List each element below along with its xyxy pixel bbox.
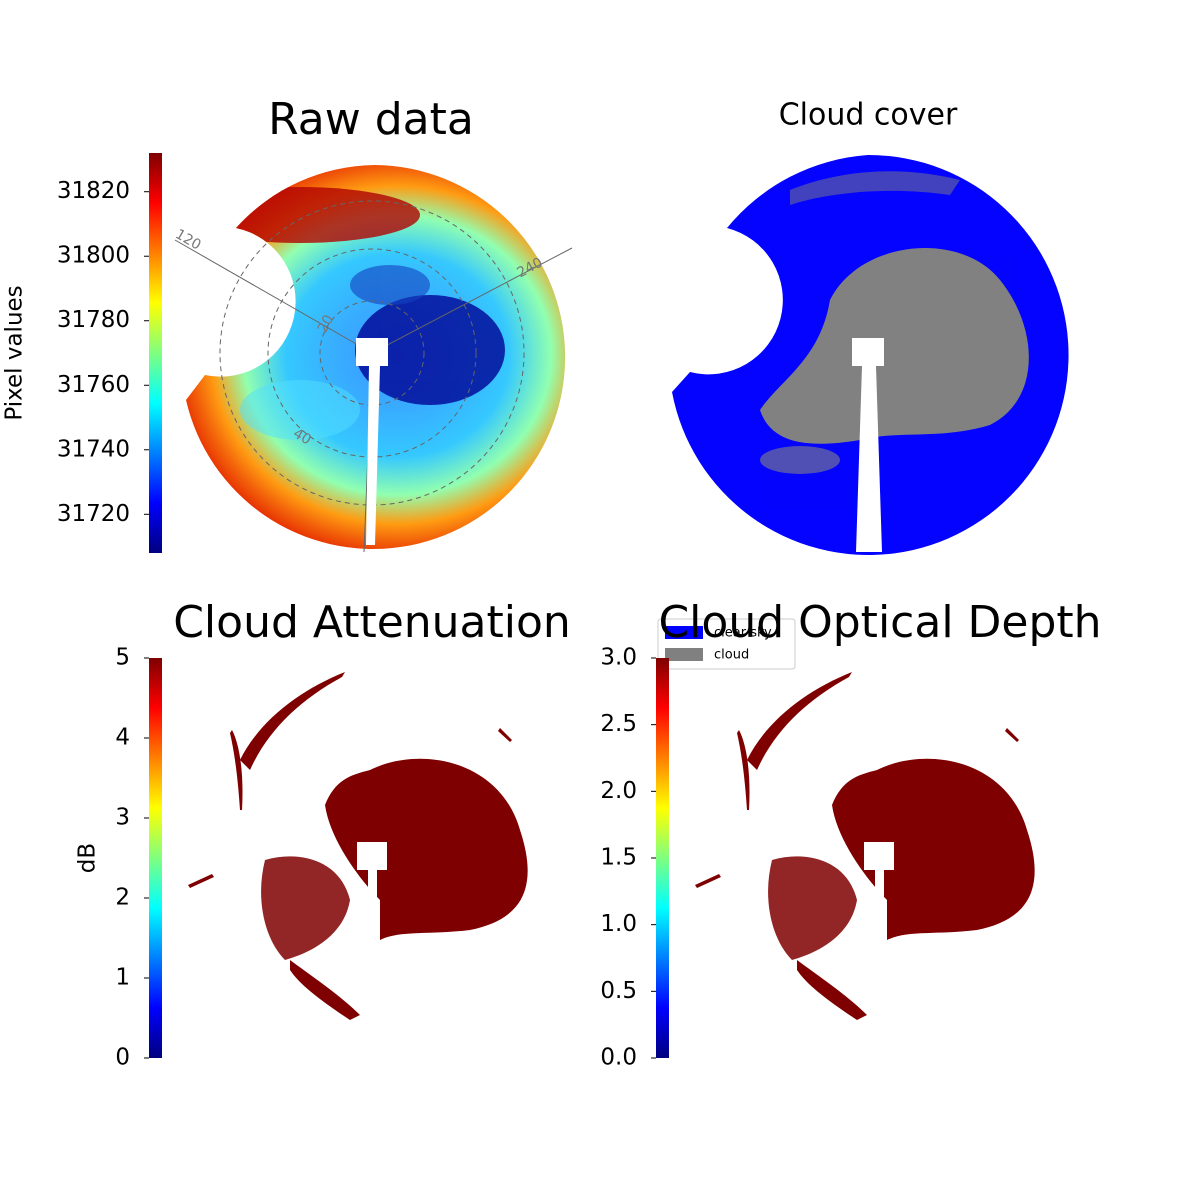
y-tick-label: 1.0	[600, 911, 637, 937]
colorbar	[656, 658, 669, 1058]
y-tick-label: 31720	[57, 501, 130, 527]
y-tick-label: 31780	[57, 307, 130, 333]
chart-title: Cloud Optical Depth	[658, 597, 1101, 648]
y-tick-label: 0.5	[600, 978, 637, 1004]
polar-label: 20	[315, 312, 337, 335]
y-tick-label: 31740	[57, 436, 130, 462]
y-tick-label: 3.0	[600, 645, 637, 671]
cloud-mask	[695, 672, 1035, 1020]
y-tick-label: 5	[115, 645, 130, 671]
polar-label: 120	[172, 226, 203, 253]
legend-label: clear sky	[714, 626, 772, 641]
colorbar	[149, 153, 162, 553]
y-axis-label: dB	[75, 843, 101, 873]
mast	[356, 338, 388, 545]
y-axis-label: Pixel values	[2, 285, 28, 420]
y-tick-label: 2	[115, 885, 130, 911]
y-tick-label: 31820	[57, 178, 130, 204]
y-tick-label: 0.0	[600, 1045, 637, 1071]
legend-swatch	[665, 648, 703, 661]
y-tick-label: 2.0	[600, 778, 637, 804]
y-tick-label: 4	[115, 725, 130, 751]
polar-label: 40	[290, 426, 313, 449]
chart-title: Cloud cover	[779, 98, 958, 133]
cloud-mask	[188, 672, 528, 1020]
y-tick-label: 31760	[57, 372, 130, 398]
y-tick-label: 3	[115, 805, 130, 831]
legend-label: cloud	[714, 648, 749, 663]
y-tick-label: 0	[115, 1045, 130, 1071]
y-tick-label: 1.5	[600, 845, 637, 871]
y-tick-label: 1	[115, 965, 130, 991]
legend-swatch	[665, 626, 703, 639]
y-tick-label: 31800	[57, 243, 130, 269]
chart-title: Raw data	[268, 94, 474, 145]
y-tick-label: 2.5	[600, 711, 637, 737]
mast	[852, 338, 884, 552]
colorbar	[149, 658, 162, 1058]
chart-title: Cloud Attenuation	[173, 597, 571, 648]
